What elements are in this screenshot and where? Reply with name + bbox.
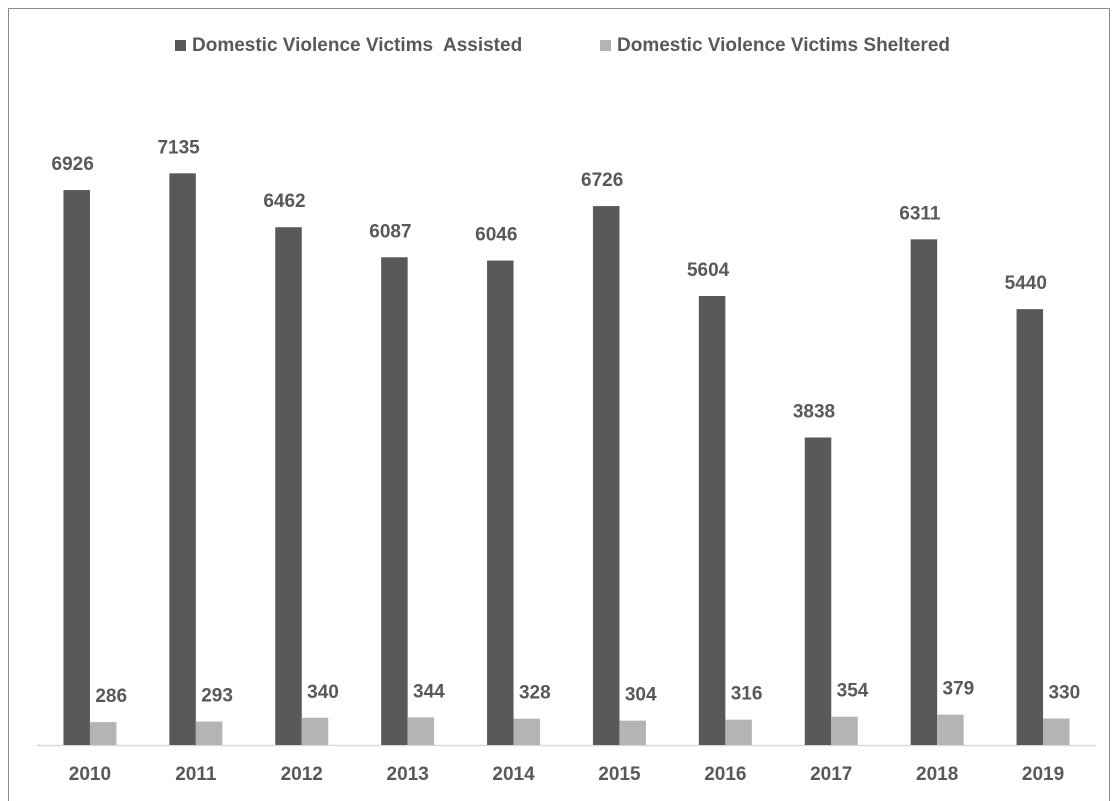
x-tick-label: 2019 <box>1022 764 1064 785</box>
data-label: 304 <box>625 685 657 706</box>
data-label: 344 <box>413 681 445 702</box>
bar <box>195 721 223 745</box>
data-label: 316 <box>731 684 763 705</box>
bar <box>831 716 858 745</box>
data-label: 379 <box>943 679 975 700</box>
data-label: 6311 <box>899 203 941 224</box>
x-tick-label: 2017 <box>810 764 852 785</box>
bar <box>804 437 832 745</box>
bar <box>619 720 646 745</box>
bar <box>275 227 302 746</box>
data-label: 330 <box>1048 683 1080 704</box>
data-label: 6046 <box>475 225 517 246</box>
data-label: 293 <box>201 686 233 707</box>
bar <box>1043 718 1070 745</box>
data-label: 6726 <box>581 170 623 191</box>
x-tick-label: 2018 <box>916 764 958 785</box>
bar <box>381 257 408 745</box>
bar <box>63 190 90 745</box>
data-label: 328 <box>519 683 551 704</box>
bar <box>725 719 752 745</box>
bar <box>910 239 938 746</box>
x-tick-label: 2014 <box>492 764 535 785</box>
data-label: 6462 <box>263 191 305 212</box>
legend-swatch <box>600 40 611 51</box>
x-tick-label: 2010 <box>69 764 111 785</box>
bar <box>487 260 514 745</box>
data-label: 7135 <box>157 137 200 158</box>
bar <box>1016 309 1044 745</box>
legend-swatch <box>175 40 186 51</box>
legend-label: Domestic Violence Victims Assisted <box>192 35 522 56</box>
x-tick-label: 2011 <box>175 764 217 785</box>
bar <box>937 714 964 745</box>
bar <box>89 722 117 745</box>
bar <box>169 173 196 746</box>
bar <box>513 718 541 745</box>
data-label: 5604 <box>687 260 730 281</box>
legend-label: Domestic Violence Victims Sheltered <box>617 35 950 56</box>
bar <box>301 717 329 745</box>
x-tick-label: 2012 <box>281 764 323 785</box>
x-tick-label: 2016 <box>704 764 746 785</box>
data-label: 286 <box>95 686 127 707</box>
data-label: 6926 <box>52 154 94 175</box>
bar <box>592 206 620 746</box>
data-label: 354 <box>837 681 869 702</box>
x-tick-label: 2013 <box>387 764 429 785</box>
bar <box>407 717 435 745</box>
x-tick-label: 2015 <box>598 764 641 785</box>
data-label: 340 <box>307 682 339 703</box>
data-label: 5440 <box>1005 273 1047 294</box>
data-label: 6087 <box>369 221 411 242</box>
data-label: 3838 <box>793 401 835 422</box>
bar <box>698 295 726 745</box>
